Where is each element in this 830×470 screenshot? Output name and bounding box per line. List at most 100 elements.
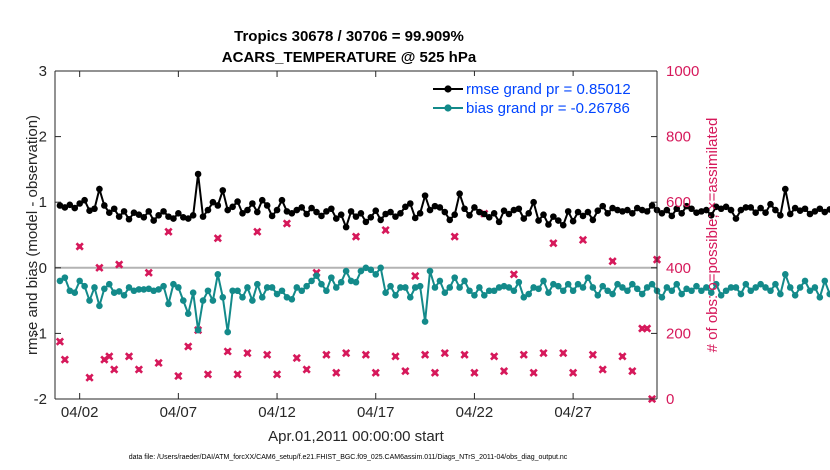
bias-point (624, 287, 631, 295)
bias-point (411, 284, 419, 291)
rmse-point (673, 205, 681, 213)
rmse-point (179, 213, 187, 221)
bias-point (170, 280, 177, 288)
obs-count-point (588, 350, 597, 359)
bias-point (392, 292, 399, 299)
obs-count-point (371, 368, 380, 377)
bias-point (791, 292, 799, 299)
bias-point (298, 287, 306, 295)
rmse-point (76, 200, 83, 207)
obs-count-point (110, 365, 119, 374)
bias-point (135, 286, 143, 293)
rmse-point (752, 209, 759, 216)
rmse-point (397, 210, 404, 217)
x-tick-label: 04/02 (61, 404, 99, 421)
bias-point (648, 280, 656, 288)
bias-point (416, 282, 424, 290)
obs-count-point (282, 219, 292, 228)
bias-point (426, 267, 434, 275)
rmse-point (71, 204, 79, 212)
bias-point (81, 282, 88, 290)
rmse-point (402, 203, 409, 211)
obs-count-point (559, 348, 568, 358)
bias-point (717, 292, 725, 299)
bias-point (564, 280, 572, 288)
obs-count-point (253, 227, 262, 236)
rmse-point (125, 215, 133, 223)
bias-point (545, 289, 552, 297)
rmse-point (278, 196, 286, 204)
bias-point (604, 287, 611, 295)
bias-point (461, 277, 468, 285)
rmse-point (826, 206, 830, 213)
bias-point (110, 289, 118, 297)
y-tick-label-left: 0 (39, 260, 47, 277)
obs-count-point (598, 365, 607, 374)
obs-count-point (184, 342, 193, 351)
rmse-point (140, 213, 148, 221)
rmse-point (801, 205, 809, 213)
bias-point (219, 294, 227, 301)
rmse-point (81, 196, 88, 204)
rmse-point (643, 208, 651, 215)
rmse-point (762, 209, 769, 216)
obs-count-point (154, 358, 163, 368)
bias-point (737, 290, 745, 298)
rmse-point (747, 204, 755, 211)
bias-point (71, 289, 79, 297)
rmse-point (500, 207, 508, 215)
rmse-point (619, 208, 626, 215)
bias-point (525, 290, 533, 298)
bias-point (658, 294, 666, 301)
bias-point (288, 295, 296, 303)
rmse-point (303, 210, 310, 218)
bias-point (816, 294, 824, 301)
bias-point (826, 290, 830, 298)
rmse-point (199, 213, 207, 220)
rmse-point (668, 212, 676, 220)
obs-count-point (263, 350, 272, 359)
bias-point (263, 284, 271, 291)
obs-count-point (490, 352, 499, 361)
rmse-point (372, 207, 380, 215)
rmse-point (821, 208, 829, 216)
obs-count-point (643, 324, 652, 333)
rmse-point (328, 205, 335, 213)
bias-point (777, 290, 784, 298)
bias-point (485, 287, 493, 295)
bias-point (234, 287, 241, 295)
bias-point (431, 284, 439, 291)
bias-point (732, 284, 740, 291)
x-axis-label: Apr.01,2011 00:00:00 start (268, 428, 445, 445)
rmse-point (663, 206, 671, 214)
rmse-point (811, 208, 819, 215)
rmse-point (406, 200, 414, 207)
bias-point (115, 288, 123, 295)
rmse-point (91, 205, 98, 213)
bias-point (318, 280, 325, 288)
bias-point (313, 272, 320, 279)
rmse-point (688, 205, 695, 213)
rmse-point (357, 210, 365, 217)
bias-point (801, 277, 809, 285)
y-axis-label-right: # of obs: o=possible; ×=assimilated (704, 118, 721, 353)
rmse-point (342, 223, 350, 231)
obs-count-point (164, 227, 173, 236)
rmse-point (229, 203, 236, 211)
rmse-point (624, 206, 631, 214)
rmse-point (614, 206, 621, 214)
rmse-point (234, 198, 241, 205)
bias-point (224, 328, 232, 336)
obs-count-point (608, 257, 617, 266)
rmse-point (120, 208, 128, 215)
bias-point (441, 289, 449, 297)
bias-point (357, 267, 365, 275)
bias-point (584, 274, 592, 281)
rmse-point (239, 210, 246, 217)
rmse-point (258, 196, 266, 204)
obs-count-point (95, 263, 104, 272)
y-tick-label-left: -1 (34, 325, 47, 342)
bias-point (609, 290, 616, 298)
rmse-point (629, 210, 636, 217)
bias-point (293, 284, 301, 291)
